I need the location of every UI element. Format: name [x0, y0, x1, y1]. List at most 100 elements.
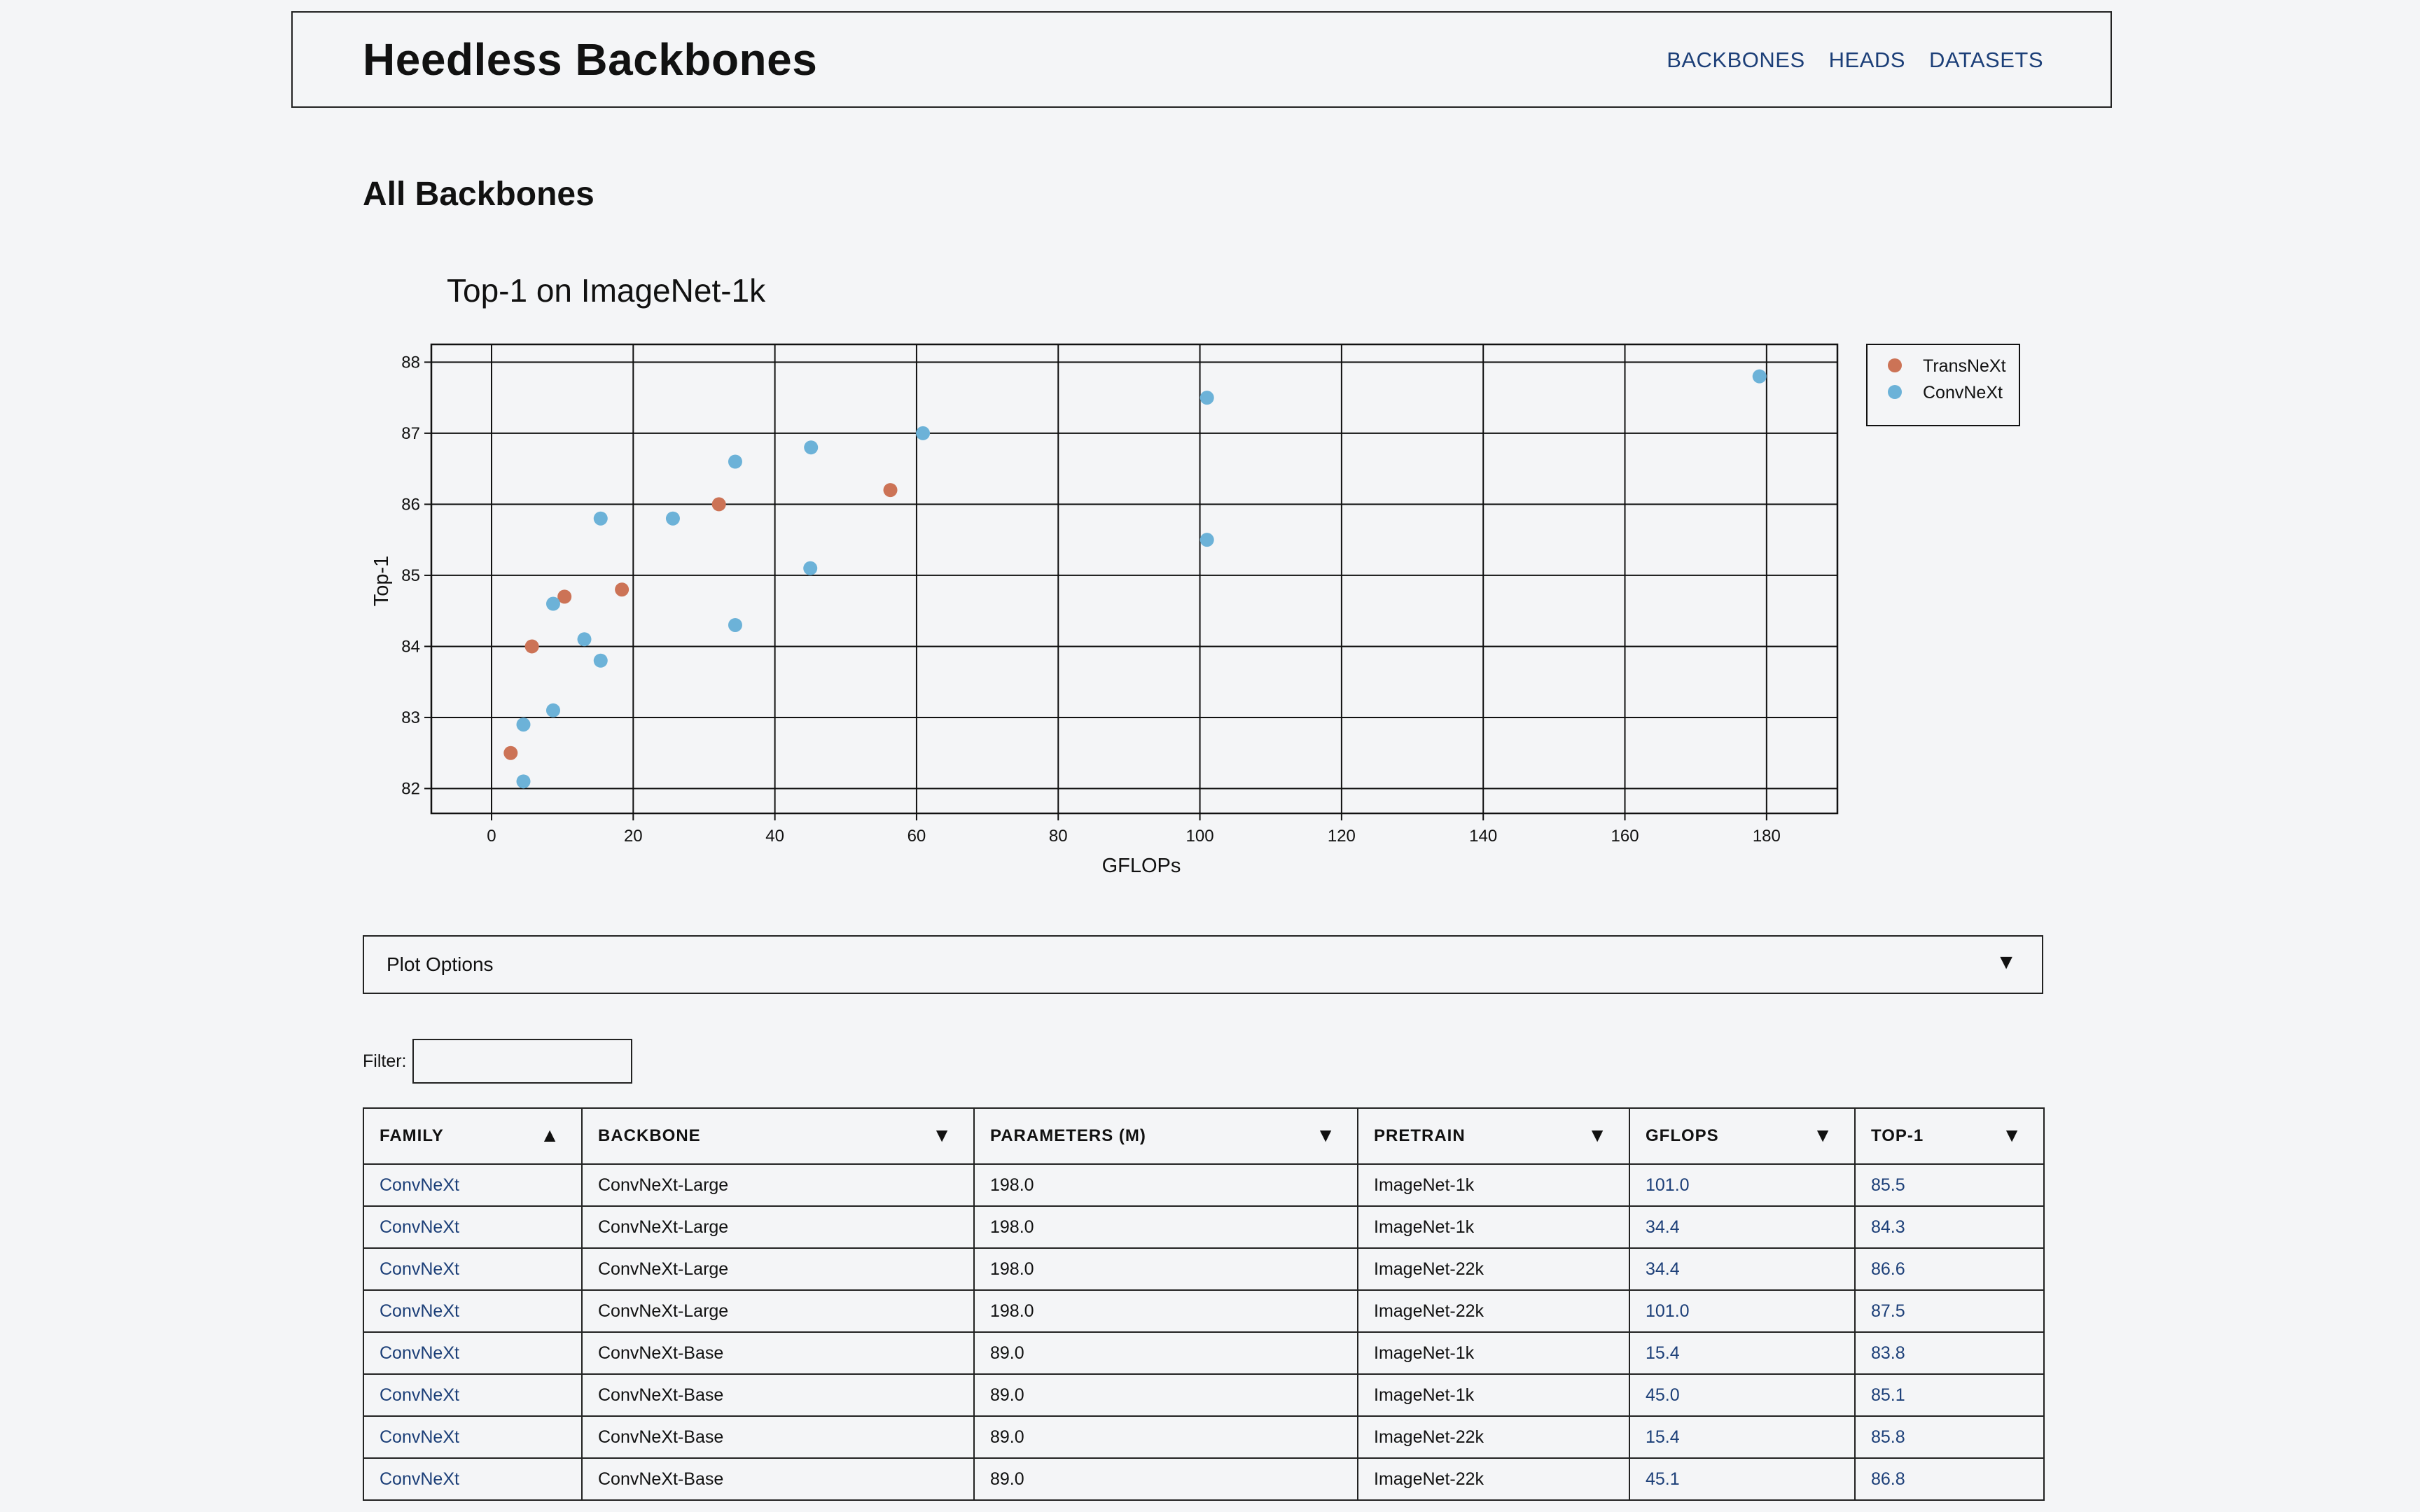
- gflops-cell[interactable]: 101.0: [1629, 1289, 1856, 1333]
- family-cell[interactable]: ConvNeXt: [363, 1247, 583, 1291]
- data-point-convnext[interactable]: [593, 511, 608, 526]
- backbone-cell: ConvNeXt-Base: [581, 1373, 975, 1417]
- backbone-cell: ConvNeXt-Large: [581, 1247, 975, 1291]
- gflops-cell[interactable]: 34.4: [1629, 1205, 1856, 1249]
- family-cell[interactable]: ConvNeXt: [363, 1205, 583, 1249]
- x-tick-label: 120: [1328, 827, 1356, 846]
- data-point-convnext[interactable]: [803, 561, 818, 575]
- family-cell[interactable]: ConvNeXt: [363, 1331, 583, 1375]
- pretrain-cell: ImageNet-1k: [1357, 1331, 1630, 1375]
- data-point-transnext[interactable]: [557, 589, 572, 604]
- top1-cell[interactable]: 87.5: [1854, 1289, 2045, 1333]
- sort-desc-icon[interactable]: ▼: [2002, 1124, 2022, 1146]
- data-point-transnext[interactable]: [524, 639, 539, 654]
- family-cell[interactable]: ConvNeXt: [363, 1289, 583, 1333]
- table-row: ConvNeXt ConvNeXt-Large 198.0 ImageNet-22k 1…: [363, 1289, 2045, 1333]
- data-point-convnext[interactable]: [665, 511, 680, 526]
- top1-cell[interactable]: 84.3: [1854, 1205, 2045, 1249]
- pretrain-cell: ImageNet-1k: [1357, 1373, 1630, 1417]
- data-point-transnext[interactable]: [883, 483, 898, 498]
- filter-input[interactable]: [412, 1039, 632, 1084]
- gflops-cell[interactable]: 101.0: [1629, 1163, 1856, 1207]
- legend-label-convnext[interactable]: ConvNeXt: [1923, 383, 2003, 402]
- y-tick-label: 86: [401, 495, 420, 514]
- family-cell[interactable]: ConvNeXt: [363, 1163, 583, 1207]
- column-header-backbone[interactable]: BACKBONE ▼: [581, 1107, 975, 1165]
- data-point-transnext[interactable]: [503, 746, 518, 760]
- column-header-parameters[interactable]: PARAMETERS (M) ▼: [973, 1107, 1358, 1165]
- parameters-cell: 89.0: [973, 1457, 1358, 1501]
- pretrain-cell: ImageNet-22k: [1357, 1289, 1630, 1333]
- gflops-cell[interactable]: 15.4: [1629, 1331, 1856, 1375]
- column-header-top1[interactable]: TOP-1 ▼: [1854, 1107, 2045, 1165]
- data-point-convnext[interactable]: [728, 617, 742, 632]
- column-header-family[interactable]: FAMILY ▲: [363, 1107, 583, 1165]
- site-title[interactable]: Heedless Backbones: [363, 34, 818, 85]
- chart-legend[interactable]: TransNeXt ConvNeXt: [1866, 344, 2020, 426]
- data-point-transnext[interactable]: [711, 497, 726, 512]
- data-point-convnext[interactable]: [1199, 533, 1214, 547]
- gflops-cell[interactable]: 45.0: [1629, 1373, 1856, 1417]
- sort-desc-icon[interactable]: ▼: [932, 1124, 952, 1146]
- table-row: ConvNeXt ConvNeXt-Base 89.0 ImageNet-1k 15.4…: [363, 1331, 2045, 1375]
- parameters-cell: 198.0: [973, 1289, 1358, 1333]
- table-row: ConvNeXt ConvNeXt-Large 198.0 ImageNet-22k 3…: [363, 1247, 2045, 1291]
- plot-options-label: Plot Options: [387, 953, 494, 975]
- legend-marker-convnext[interactable]: [1888, 385, 1902, 399]
- data-point-convnext[interactable]: [1199, 391, 1214, 405]
- data-point-transnext[interactable]: [615, 582, 630, 597]
- nav-link-heads[interactable]: HEADS: [1828, 48, 1905, 72]
- family-cell[interactable]: ConvNeXt: [363, 1415, 583, 1459]
- column-label: FAMILY: [380, 1126, 444, 1145]
- data-point-convnext[interactable]: [593, 653, 608, 668]
- data-point-convnext[interactable]: [728, 454, 742, 469]
- data-point-convnext[interactable]: [516, 774, 531, 789]
- column-header-gflops[interactable]: GFLOPS ▼: [1629, 1107, 1856, 1165]
- sort-asc-icon[interactable]: ▲: [540, 1124, 560, 1146]
- family-cell[interactable]: ConvNeXt: [363, 1373, 583, 1417]
- backbone-cell: ConvNeXt-Base: [581, 1457, 975, 1501]
- y-tick-label: 83: [401, 708, 420, 727]
- chevron-down-icon: ▼: [1996, 951, 2017, 974]
- sort-desc-icon[interactable]: ▼: [1813, 1124, 1833, 1146]
- sort-desc-icon[interactable]: ▼: [1587, 1124, 1608, 1146]
- chart-points[interactable]: [503, 369, 1767, 789]
- parameters-cell: 89.0: [973, 1373, 1358, 1417]
- chart-grid: [431, 344, 1837, 813]
- top1-cell[interactable]: 86.6: [1854, 1247, 2045, 1291]
- sort-desc-icon[interactable]: ▼: [1316, 1124, 1336, 1146]
- plot-frame: [430, 343, 1839, 815]
- top1-cell[interactable]: 86.8: [1854, 1457, 2045, 1501]
- family-cell[interactable]: ConvNeXt: [363, 1457, 583, 1501]
- data-point-convnext[interactable]: [916, 426, 931, 440]
- legend-box: [1866, 344, 2020, 426]
- gflops-cell[interactable]: 34.4: [1629, 1247, 1856, 1291]
- scatter-chart[interactable]: Top-1 on ImageNet-1k 0 20 40 60 80 100 120 140 1…: [350, 259, 2059, 889]
- y-tick-label: 88: [401, 353, 420, 372]
- column-label: PARAMETERS (M): [990, 1126, 1146, 1145]
- top1-cell[interactable]: 85.1: [1854, 1373, 2045, 1417]
- legend-marker-transnext[interactable]: [1888, 358, 1902, 372]
- legend-label-transnext[interactable]: TransNeXt: [1923, 356, 2006, 376]
- data-point-convnext[interactable]: [577, 632, 592, 647]
- data-point-convnext[interactable]: [1752, 369, 1767, 384]
- data-point-convnext[interactable]: [516, 718, 531, 732]
- top1-cell[interactable]: 83.8: [1854, 1331, 2045, 1375]
- gflops-cell[interactable]: 45.1: [1629, 1457, 1856, 1501]
- top1-cell[interactable]: 85.5: [1854, 1163, 2045, 1207]
- data-point-convnext[interactable]: [545, 703, 560, 718]
- x-tick-label: 180: [1753, 827, 1781, 846]
- nav-link-datasets[interactable]: DATASETS: [1928, 48, 2043, 72]
- top-nav: BACKBONES HEADS DATASETS: [1667, 48, 2043, 73]
- nav-link-backbones[interactable]: BACKBONES: [1667, 48, 1805, 72]
- chart-title: Top-1 on ImageNet-1k: [447, 272, 766, 309]
- pretrain-cell: ImageNet-22k: [1357, 1247, 1630, 1291]
- data-point-convnext[interactable]: [804, 440, 819, 455]
- top1-cell[interactable]: 85.8: [1854, 1415, 2045, 1459]
- gflops-cell[interactable]: 15.4: [1629, 1415, 1856, 1459]
- plot-options-toggle[interactable]: Plot Options ▼: [363, 935, 2043, 994]
- x-axis-label: GFLOPs: [1102, 855, 1181, 877]
- data-point-convnext[interactable]: [545, 596, 560, 611]
- column-header-pretrain[interactable]: PRETRAIN ▼: [1357, 1107, 1630, 1165]
- y-tick-label: 85: [401, 566, 420, 585]
